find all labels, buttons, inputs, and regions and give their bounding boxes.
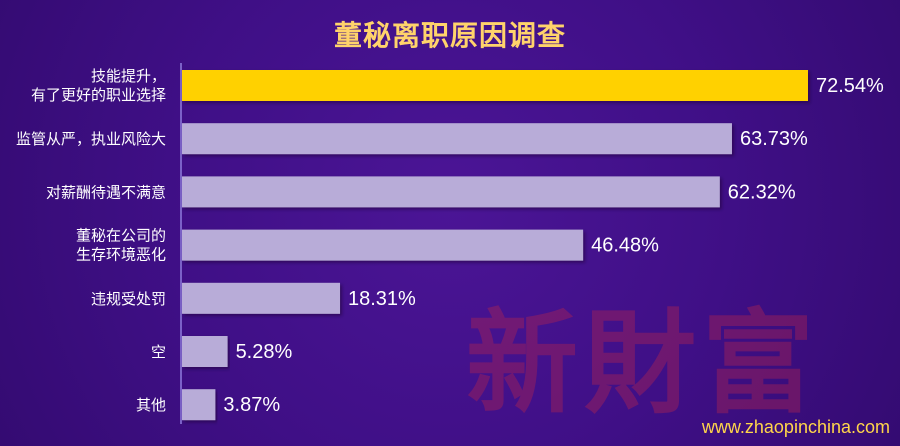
bar-0 [182, 70, 808, 101]
value-label-3: 46.48% [591, 235, 659, 257]
category-label-3: 董秘在公司的生存环境恶化 [76, 227, 166, 264]
value-label-4: 18.31% [348, 288, 416, 310]
watermark-logo: 新財富 [466, 298, 820, 429]
category-label-2: 对薪酬待遇不满意 [46, 183, 166, 201]
category-label-5: 空 [151, 343, 166, 361]
category-label-6: 其他 [136, 396, 166, 414]
category-axis [180, 63, 182, 424]
value-label-2: 62.32% [728, 181, 796, 203]
category-label-0: 技能提升，有了更好的职业选择 [31, 67, 166, 104]
value-label-0: 72.54% [816, 75, 884, 97]
chart-title: 董秘离职原因调查 [333, 19, 566, 52]
website-link[interactable]: www.zhaopinchina.com [701, 417, 890, 437]
bar-2 [182, 176, 720, 208]
category-label-1: 监管从严，执业风险大 [16, 130, 166, 148]
bar-6 [182, 389, 216, 421]
bar-1 [182, 123, 732, 155]
value-label-6: 3.87% [223, 394, 280, 416]
category-label-4: 违规受处罚 [91, 290, 166, 308]
value-label-5: 5.28% [236, 341, 293, 363]
bar-4 [182, 282, 341, 314]
bar-5 [182, 336, 228, 367]
value-label-1: 63.73% [740, 128, 808, 150]
bar-3 [182, 229, 584, 261]
